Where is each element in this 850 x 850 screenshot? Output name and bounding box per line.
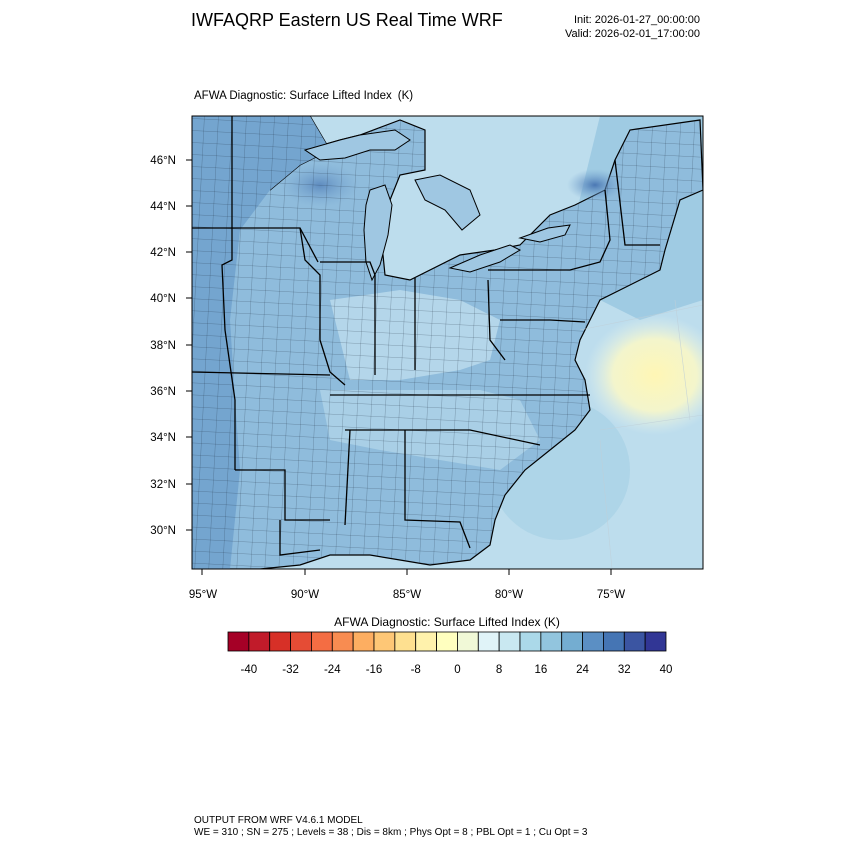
main-title: IWFAQRP Eastern US Real Time WRF [191, 10, 503, 30]
init-time: Init: 2026-01-27_00:00:00 [574, 14, 700, 26]
lon-ticks [201, 569, 612, 575]
colorbar [227, 631, 667, 652]
lon-label: 75°W [597, 589, 625, 601]
lat-label: 38°N [150, 340, 176, 352]
colorbar-swatch [227, 631, 250, 652]
colorbar-tick-label: -32 [282, 664, 299, 676]
colorbar-swatch [519, 631, 542, 652]
lon-label: 95°W [189, 589, 217, 601]
valid-time: Valid: 2026-02-01_17:00:00 [565, 28, 700, 40]
footer-config-line: WE = 310 ; SN = 275 ; Levels = 38 ; Dis … [194, 827, 588, 838]
lake-huron [414, 174, 481, 231]
lat-label: 42°N [150, 247, 176, 259]
colorbar-swatch [290, 631, 312, 652]
colorbar-swatch [352, 631, 375, 652]
colorbar-swatch [311, 631, 333, 652]
state-boundaries [192, 116, 660, 556]
lat-label: 34°N [150, 432, 176, 444]
colorbar-tick-label: -16 [366, 664, 383, 676]
field-units: (K) [397, 90, 414, 102]
colorbar-swatch [623, 631, 646, 652]
colorbar-tick-label: 32 [618, 664, 631, 676]
lon-labels: 95°W 90°W 85°W 80°W 75°W [189, 589, 625, 601]
lake-michigan [363, 184, 393, 282]
colorbar-swatch [477, 631, 500, 652]
lon-label: 80°W [495, 589, 523, 601]
lon-label: 85°W [393, 589, 421, 601]
colorbar-swatch [394, 631, 417, 652]
colorbar-swatch [582, 631, 604, 652]
lake-erie [448, 244, 522, 273]
colorbar-swatch [603, 631, 625, 652]
colorbar-tick-label: -8 [411, 664, 421, 676]
field-title: AFWA Diagnostic: Surface Lifted Index [194, 90, 392, 102]
lat-label: 30°N [150, 525, 176, 537]
lat-labels: 46°N 44°N 42°N 40°N 38°N 36°N 34°N 32°N … [150, 155, 176, 537]
map-panel [192, 116, 703, 569]
lake-ontario [518, 224, 571, 243]
lon-label: 90°W [291, 589, 319, 601]
lat-label: 44°N [150, 201, 176, 213]
graticule-lines [579, 299, 703, 569]
colorbar-tick-label: -24 [324, 664, 341, 676]
colorbar-swatch [540, 631, 563, 652]
colorbar-swatch [561, 631, 583, 652]
lake-superior [303, 129, 411, 161]
colorbar-swatch [331, 631, 354, 652]
colorbar-swatch [436, 631, 458, 652]
init-valid-times: Init: 2026-01-27_00:00:00 Valid: 2026-02… [565, 13, 700, 41]
colorbar-tick-label: 16 [534, 664, 547, 676]
colorbar-swatch [415, 631, 437, 652]
county-boundaries [192, 116, 703, 569]
colorbar-swatch [269, 631, 291, 652]
colorbar-swatch [457, 631, 479, 652]
footer-model-line: OUTPUT FROM WRF V4.6.1 MODEL [194, 815, 363, 826]
colorbar-tick-label: 0 [454, 664, 460, 676]
colorbar-swatch [373, 631, 396, 652]
plot-title: AFWA Diagnostic: Surface Lifted Index (K) [194, 90, 413, 102]
lat-ticks [186, 159, 192, 531]
lat-label: 40°N [150, 293, 176, 305]
lat-label: 46°N [150, 155, 176, 167]
colorbar-swatch [248, 631, 271, 652]
colorbar-tick-label: -40 [241, 664, 258, 676]
colorbar-title: AFWA Diagnostic: Surface Lifted Index (K… [334, 615, 560, 629]
colorbar-tick-labels: -40 -32 -24 -16 -8 0 8 16 24 32 40 [241, 664, 673, 676]
colorbar-swatch [498, 631, 521, 652]
lat-label: 32°N [150, 479, 176, 491]
colorbar-swatch [644, 631, 667, 652]
map-frame [191, 115, 704, 570]
warm-anomaly-offshore [585, 315, 703, 435]
colorbar-tick-label: 24 [576, 664, 589, 676]
lat-label: 36°N [150, 386, 176, 398]
colorbar-tick-label: 8 [496, 664, 502, 676]
model-info-footer: OUTPUT FROM WRF V4.6.1 MODEL WE = 310 ; … [194, 815, 587, 839]
colorbar-tick-label: 40 [660, 664, 673, 676]
